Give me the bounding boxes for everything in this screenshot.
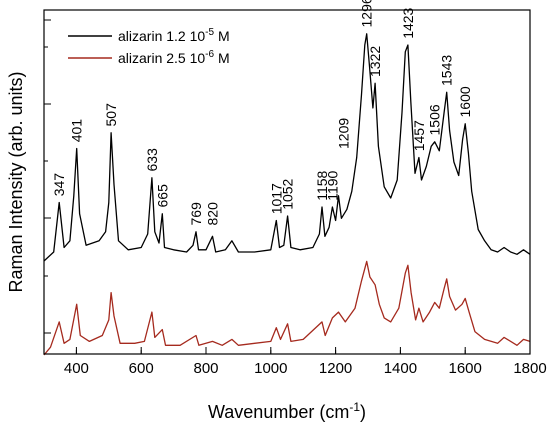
peak-label: 1158 (314, 170, 330, 200)
x-tick-label: 1400 (384, 360, 417, 377)
series-layer (43, 33, 531, 356)
peak-label: 1322 (367, 46, 383, 77)
series-line-1 (43, 33, 531, 262)
peak-label: 665 (154, 184, 170, 208)
peak-label: 401 (69, 119, 85, 143)
peak-label: 1506 (427, 104, 443, 135)
x-tick-label: 400 (64, 360, 89, 377)
peak-label: 507 (103, 103, 119, 127)
x-tick-label: 1800 (513, 360, 546, 377)
x-tick-label: 1200 (319, 360, 352, 377)
peak-label: 1296 (359, 0, 375, 28)
legend-label-series-2: alizarin 2.5 10-6 M (118, 49, 230, 66)
plot-frame (43, 9, 531, 355)
peak-label: 347 (51, 173, 67, 197)
peak-label: 633 (144, 148, 160, 172)
series-line-2 (43, 260, 531, 356)
y-axis-title: Raman Intensity (arb. units) (6, 71, 26, 292)
peak-label: 1600 (457, 86, 473, 117)
peak-label: 1423 (400, 7, 416, 38)
peak-label: 1209 (336, 118, 352, 149)
x-tick-label: 800 (193, 360, 218, 377)
peak-label: 820 (205, 202, 221, 226)
x-tick-label: 1600 (449, 360, 482, 377)
peak-label: 1052 (280, 178, 296, 209)
peak-label: 1457 (411, 120, 427, 151)
legend: alizarin 1.2 10-5 M alizarin 2.5 10-6 M (68, 27, 230, 66)
x-tick-label: 600 (129, 360, 154, 377)
x-tick-label: 1000 (254, 360, 287, 377)
axis-layer: 400 600 800 1000 1200 1400 1600 1800 (44, 19, 547, 377)
x-axis-title: Wavenumber (cm-1) (208, 400, 366, 422)
peak-label: 769 (188, 202, 204, 226)
peak-label: 1543 (439, 55, 455, 86)
peak-label: 1190 (324, 170, 340, 200)
legend-label-series-1: alizarin 1.2 10-5 M (118, 27, 230, 44)
peak-label: 1017 (268, 183, 284, 214)
